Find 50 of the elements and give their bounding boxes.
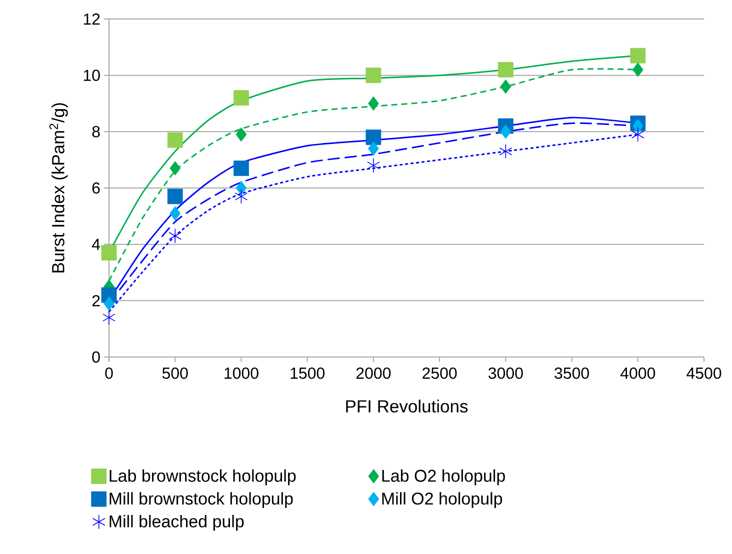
x-tick-label: 4000	[620, 368, 656, 379]
point	[500, 124, 512, 139]
point	[368, 96, 379, 111]
x-tick-label: 1000	[224, 368, 258, 379]
point	[167, 132, 183, 148]
x-tick-label: 0	[105, 368, 113, 379]
x-tick-label: 3500	[554, 368, 589, 379]
point	[236, 127, 247, 142]
point	[236, 180, 247, 196]
x-tick-label: 2500	[422, 368, 457, 379]
point	[498, 62, 514, 78]
point	[366, 158, 380, 173]
x-tick-label: 500	[162, 368, 188, 379]
y-tick-label: 6	[92, 182, 100, 194]
point	[170, 161, 181, 176]
point	[366, 68, 382, 84]
legend-label: Mill O2 holopulp	[382, 492, 502, 508]
point	[234, 90, 249, 106]
point	[632, 118, 644, 134]
y-tick-label: 4	[92, 238, 100, 250]
point	[632, 62, 644, 77]
y-tick-label: 0	[92, 351, 100, 363]
x-tick-label: 2000	[356, 368, 391, 379]
x-tick-label: 4500	[686, 368, 722, 379]
legend-label: Lab brownstock holopulp	[110, 469, 296, 486]
point	[631, 127, 644, 142]
x-tick-label: 1500	[290, 368, 325, 379]
y-tick-label: 8	[92, 126, 100, 138]
point	[101, 245, 117, 260]
y-tick-label: 2	[92, 295, 100, 306]
x-axis-title: PFI Revolutions	[346, 400, 468, 413]
legend-label: Mill brownstock holopulp	[110, 492, 293, 508]
legend-label: Lab O2 holopulp	[382, 469, 505, 486]
y-tick-label: 12	[84, 13, 100, 25]
point	[104, 296, 114, 311]
point	[630, 48, 646, 64]
x-tick-label: 3000	[488, 368, 523, 379]
point	[366, 130, 382, 145]
point	[170, 206, 181, 221]
y-axis-title: Burst Index (kPam$^{2}$/g)	[49, 103, 68, 272]
point	[167, 188, 183, 204]
point	[168, 228, 182, 244]
point	[499, 144, 512, 159]
point	[102, 310, 116, 325]
legend-label: Mill bleached pulp	[110, 514, 244, 531]
point	[234, 189, 248, 204]
y-tick-label: 10	[84, 70, 100, 81]
point	[234, 160, 249, 176]
point	[500, 79, 512, 94]
point	[368, 141, 379, 156]
